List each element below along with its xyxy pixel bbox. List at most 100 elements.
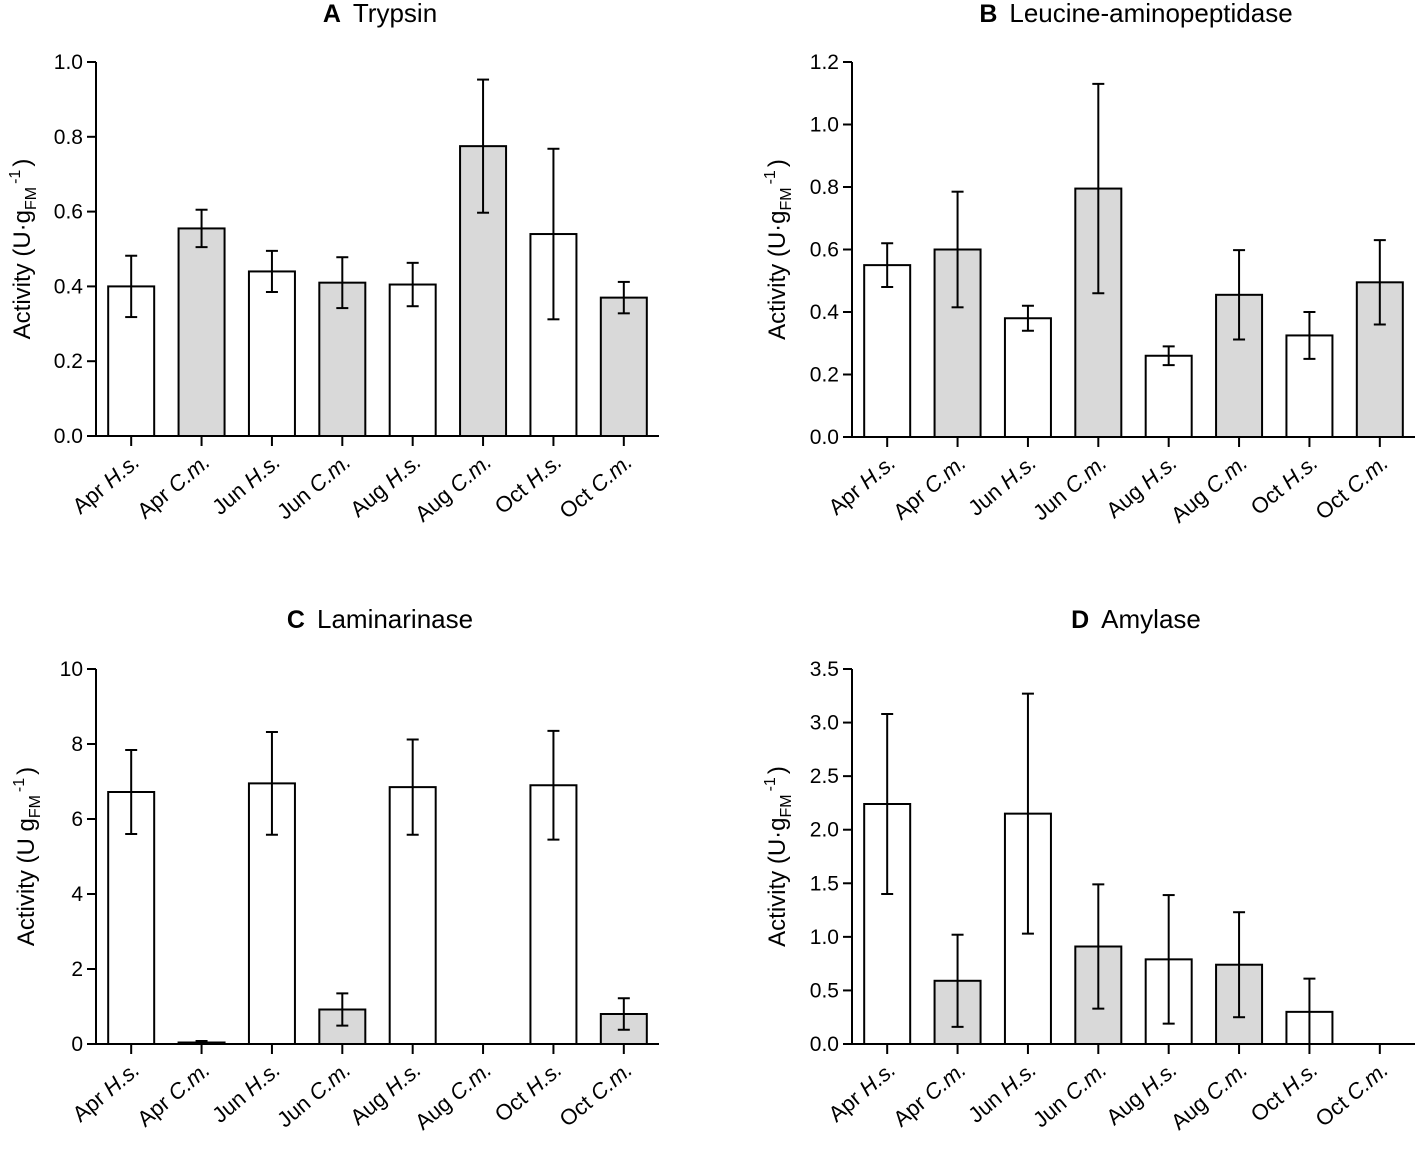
x-category-label: AprC.m. xyxy=(132,1057,214,1132)
bar xyxy=(863,803,912,1045)
category-month: Aug xyxy=(410,1090,456,1134)
y-tick-label: 0.6 xyxy=(810,239,839,262)
y-tick-label: 3.5 xyxy=(810,658,839,681)
bar xyxy=(318,1008,367,1045)
category-species: C.m. xyxy=(1060,450,1112,499)
x-category-label: JunC.m. xyxy=(1028,1057,1111,1133)
y-tick-label: 0.0 xyxy=(810,1033,839,1056)
category-species: H.s. xyxy=(995,1057,1041,1101)
category-species: C.m. xyxy=(1341,1057,1393,1106)
category-species: H.s. xyxy=(854,450,900,494)
category-month: Aug xyxy=(345,478,391,522)
y-label-text: Activity (U·g xyxy=(9,210,36,339)
y-tick-label: 2 xyxy=(71,958,83,981)
y-tick-label: 0 xyxy=(71,1033,83,1056)
y-tick-label: 10 xyxy=(60,658,83,681)
y-tick-label: 6 xyxy=(71,808,83,831)
title-text: Amylase xyxy=(1101,604,1201,634)
category-species: C.m. xyxy=(919,1057,971,1106)
y-tick-label: 2.5 xyxy=(810,765,839,788)
category-species: C.m. xyxy=(445,1057,497,1106)
bar xyxy=(529,233,578,437)
category-month: Apr xyxy=(132,1090,174,1131)
x-category-label: OctC.m. xyxy=(1311,450,1393,525)
x-category-label: OctH.s. xyxy=(1246,450,1323,520)
category-species: H.s. xyxy=(98,1057,144,1101)
category-month: Oct xyxy=(490,478,532,519)
category-species: C.m. xyxy=(1201,1057,1253,1106)
category-species: H.s. xyxy=(1136,1057,1182,1101)
bar xyxy=(247,270,296,437)
y-tick-label: 0.8 xyxy=(810,176,839,199)
x-category-label: AprH.s. xyxy=(824,1057,901,1127)
y-tick-label: 0.4 xyxy=(54,275,84,298)
bar xyxy=(388,786,437,1045)
category-species: C.m. xyxy=(445,449,497,498)
y-label-paren: ) xyxy=(9,159,36,167)
x-category-label: JunC.m. xyxy=(272,449,355,525)
category-species: C.m. xyxy=(1060,1057,1112,1106)
category-month: Jun xyxy=(272,1090,315,1132)
category-month: Apr xyxy=(68,1086,110,1127)
y-label-subscript: FM xyxy=(778,187,795,210)
y-axis-label: Activity (U·gFM -1) xyxy=(762,766,795,947)
category-month: Aug xyxy=(1166,1090,1212,1134)
category-species: H.s. xyxy=(521,449,567,493)
y-tick-label: 0.6 xyxy=(54,201,83,224)
category-species: H.s. xyxy=(380,449,426,493)
y-label-text: Activity (U g xyxy=(13,818,40,946)
category-species: H.s. xyxy=(239,1057,285,1101)
bar xyxy=(863,264,912,438)
category-month: Apr xyxy=(68,478,110,519)
y-tick-label: 0.4 xyxy=(810,301,840,324)
category-species: C.m. xyxy=(919,450,971,499)
bar xyxy=(177,227,226,437)
y-label-superscript: -1 xyxy=(11,778,28,792)
x-category-label: AprH.s. xyxy=(824,450,901,520)
x-category-label: OctC.m. xyxy=(555,449,637,524)
category-month: Jun xyxy=(207,478,250,520)
category-month: Jun xyxy=(272,482,315,524)
chart-title: C Laminarinase xyxy=(287,604,473,634)
bar xyxy=(388,283,437,437)
x-category-label: JunH.s. xyxy=(207,1057,285,1128)
x-category-label: OctC.m. xyxy=(555,1057,637,1132)
category-species: H.s. xyxy=(239,449,285,493)
category-species: C.m. xyxy=(1201,450,1253,499)
y-axis-label: Activity (U gFM -1) xyxy=(11,767,44,946)
category-month: Jun xyxy=(1028,1090,1071,1132)
y-tick-label: 3.0 xyxy=(810,712,839,735)
panel-letter: B xyxy=(979,0,997,28)
x-category-label: AprC.m. xyxy=(132,449,214,524)
x-category-label: AugC.m. xyxy=(1166,450,1252,528)
category-month: Oct xyxy=(1311,483,1353,524)
x-category-label: JunC.m. xyxy=(1028,450,1111,526)
y-label-paren: ) xyxy=(764,766,791,774)
x-category-label: JunH.s. xyxy=(963,450,1041,521)
bar xyxy=(1003,317,1052,438)
y-label-paren: ) xyxy=(13,767,40,775)
category-month: Aug xyxy=(410,482,456,526)
title-text: Leucine-aminopeptidase xyxy=(1009,0,1292,28)
y-tick-label: 1.5 xyxy=(810,872,839,895)
category-species: C.m. xyxy=(1341,450,1393,499)
panel-letter: D xyxy=(1071,606,1089,634)
y-label-text: Activity (U·g xyxy=(764,818,791,947)
category-month: Jun xyxy=(963,1086,1006,1128)
title-text: Laminarinase xyxy=(317,604,473,634)
bar xyxy=(1144,354,1193,438)
category-species: C.m. xyxy=(163,449,215,498)
title-text: Trypsin xyxy=(353,0,437,28)
category-month: Aug xyxy=(1101,1086,1147,1130)
category-month: Jun xyxy=(207,1086,250,1128)
x-category-label: OctH.s. xyxy=(490,449,567,519)
category-month: Apr xyxy=(824,479,866,520)
x-category-label: OctH.s. xyxy=(490,1057,567,1127)
y-label-paren: ) xyxy=(764,159,791,167)
y-label-subscript: FM xyxy=(27,795,44,818)
category-month: Apr xyxy=(824,1086,866,1127)
category-month: Oct xyxy=(1246,479,1288,520)
category-month: Oct xyxy=(555,1090,597,1131)
panel-amylase: D Amylase 0.0 0.5 1.0 1.5 2.0 2.5 3.0 3.5 Activity… xyxy=(762,604,1415,1135)
